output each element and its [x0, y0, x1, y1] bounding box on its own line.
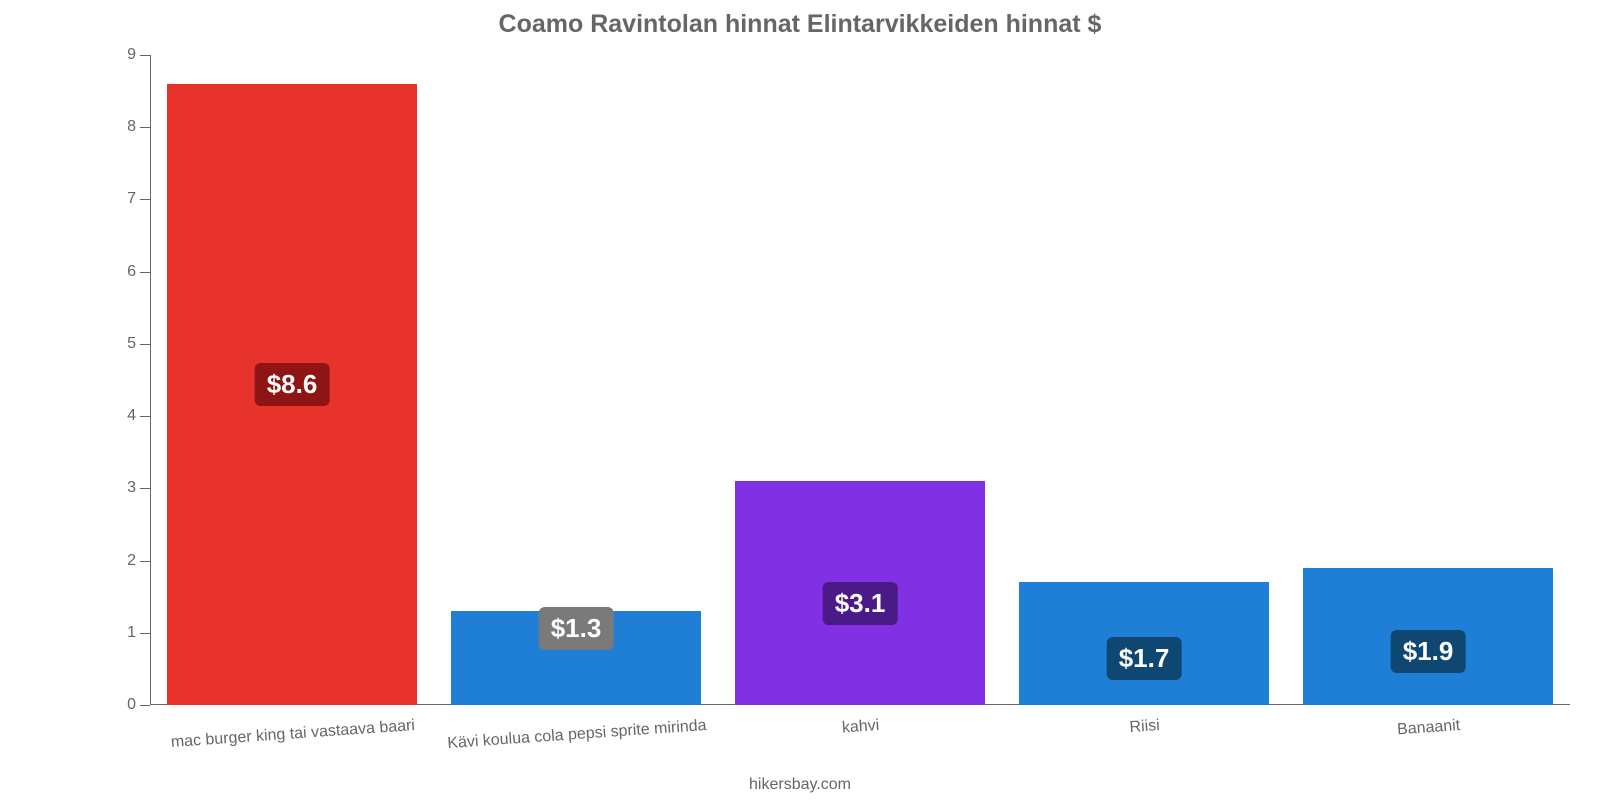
y-tick	[140, 633, 150, 634]
y-tick	[140, 344, 150, 345]
chart-title: Coamo Ravintolan hinnat Elintarvikkeiden…	[0, 10, 1600, 39]
x-category-label: mac burger king tai vastaava baari	[170, 717, 415, 752]
bar-value-label: $1.3	[539, 607, 614, 650]
y-axis-line	[150, 55, 151, 705]
bar-value-label: $8.6	[255, 363, 330, 406]
y-tick-label: 8	[127, 118, 136, 136]
y-tick	[140, 488, 150, 489]
y-tick-label: 3	[127, 479, 136, 497]
y-tick	[140, 127, 150, 128]
y-tick-label: 1	[127, 624, 136, 642]
y-tick	[140, 416, 150, 417]
chart-attribution: hikersbay.com	[0, 776, 1600, 794]
y-tick	[140, 272, 150, 273]
x-category-label: kahvi	[841, 717, 880, 738]
y-tick	[140, 199, 150, 200]
x-category-label: Banaanit	[1397, 717, 1461, 739]
y-tick-label: 9	[127, 46, 136, 64]
price-bar-chart: Coamo Ravintolan hinnat Elintarvikkeiden…	[0, 0, 1600, 800]
y-tick-label: 7	[127, 190, 136, 208]
y-tick-label: 5	[127, 335, 136, 353]
y-tick-label: 4	[127, 407, 136, 425]
y-tick-label: 0	[127, 696, 136, 714]
x-category-label: Riisi	[1129, 717, 1160, 737]
y-tick	[140, 55, 150, 56]
y-tick-label: 6	[127, 263, 136, 281]
y-tick	[140, 705, 150, 706]
bar-value-label: $1.7	[1107, 637, 1182, 680]
bar-value-label: $3.1	[823, 582, 898, 625]
y-tick	[140, 561, 150, 562]
x-category-label: Kävi koulua cola pepsi sprite mirinda	[447, 717, 707, 753]
chart-plot-area: 0123456789$8.6mac burger king tai vastaa…	[150, 55, 1570, 705]
bar-value-label: $1.9	[1391, 630, 1466, 673]
y-tick-label: 2	[127, 552, 136, 570]
